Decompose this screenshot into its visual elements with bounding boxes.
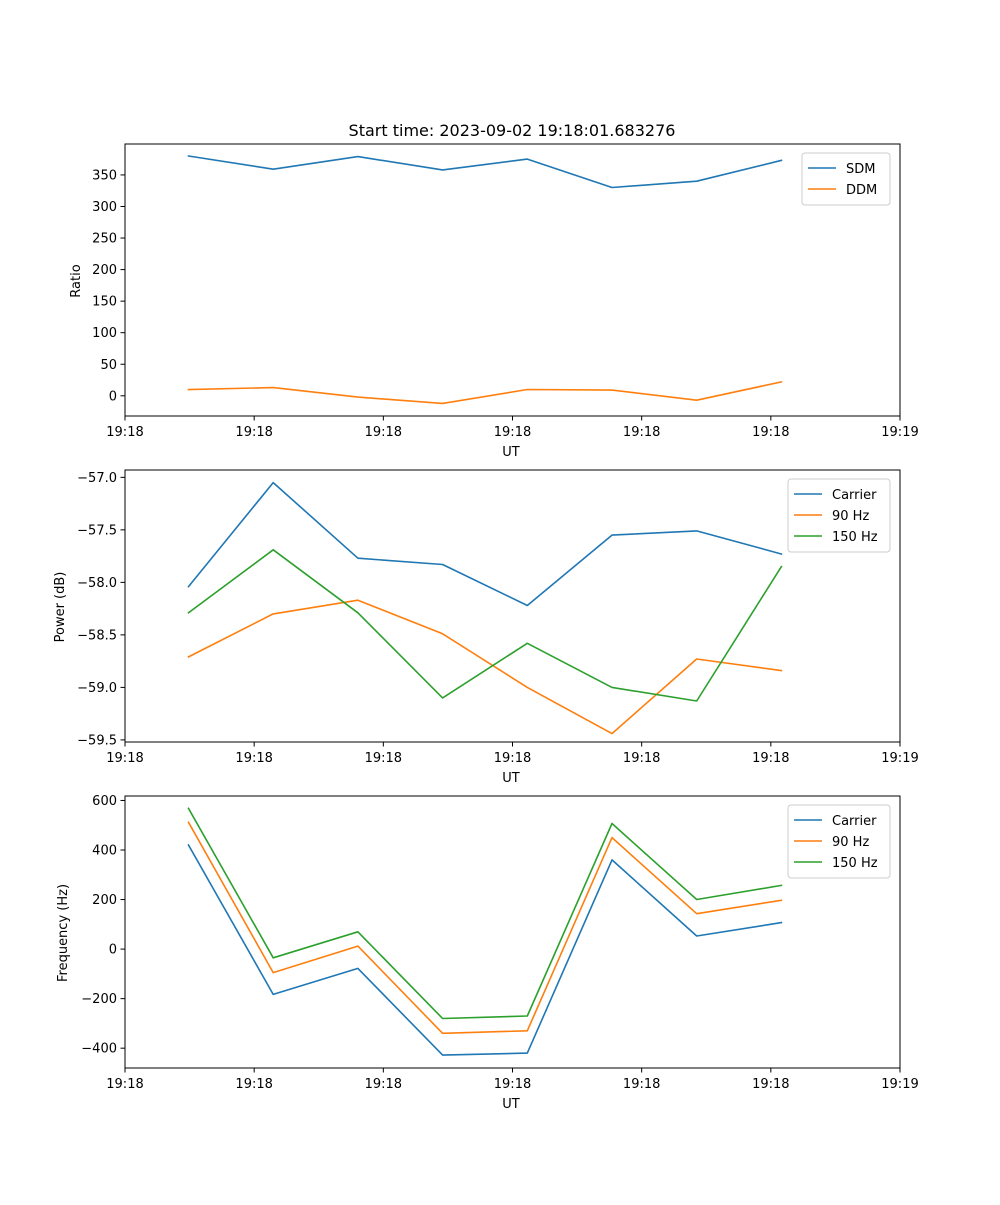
y-tick-label: −57.5 xyxy=(77,523,117,538)
x-tick-label: 19:18 xyxy=(106,751,143,766)
x-axis-label: UT xyxy=(502,771,520,786)
x-tick-label: 19:19 xyxy=(881,425,918,440)
y-tick-label: 100 xyxy=(92,326,117,341)
y-tick-label: 250 xyxy=(92,232,117,247)
legend: Carrier 90 Hz 150 Hz xyxy=(787,804,891,879)
x-tick-label: 19:18 xyxy=(623,751,660,766)
y-tick-label: −57.0 xyxy=(77,471,117,486)
x-tick-label: 19:18 xyxy=(235,751,272,766)
legend-label: Carrier xyxy=(832,814,877,829)
x-tick-label: 19:18 xyxy=(365,425,402,440)
series-line-sdm xyxy=(187,155,783,189)
legend-label: 150 Hz xyxy=(832,856,878,871)
series-line-90-hz xyxy=(187,821,783,1035)
x-tick-label: 19:18 xyxy=(494,425,531,440)
y-tick-label: 0 xyxy=(109,389,117,404)
x-tick-label: 19:18 xyxy=(752,425,789,440)
x-tick-label: 19:19 xyxy=(881,1077,918,1092)
series-line-150-hz xyxy=(187,807,783,1020)
y-axis-label: Ratio xyxy=(69,264,84,297)
x-tick-label: 19:18 xyxy=(752,751,789,766)
x-tick-label: 19:18 xyxy=(623,425,660,440)
x-tick-label: 19:18 xyxy=(106,425,143,440)
y-tick-label: 200 xyxy=(92,263,117,278)
y-tick-label: −200 xyxy=(81,992,117,1007)
y-tick-label: 350 xyxy=(92,168,117,183)
legend-label: 90 Hz xyxy=(832,835,869,850)
x-tick-label: 19:18 xyxy=(106,1077,143,1092)
x-tick-label: 19:18 xyxy=(494,751,531,766)
y-tick-label: 0 xyxy=(109,943,117,958)
y-tick-label: 50 xyxy=(100,358,117,373)
x-tick-label: 19:18 xyxy=(235,1077,272,1092)
series-line-90-hz xyxy=(187,599,783,735)
legend-label: 90 Hz xyxy=(832,509,869,524)
x-tick-label: 19:19 xyxy=(881,751,918,766)
y-tick-label: 300 xyxy=(92,200,117,215)
x-tick-label: 19:18 xyxy=(623,1077,660,1092)
power-panel: UT Power (dB) 19:18 19:18 19:18 19:18 19:18 1… xyxy=(53,469,919,786)
frequency-panel: UT Frequency (Hz) 19:18 19:18 19:18 19:18 19… xyxy=(56,794,919,1112)
x-axis-label: UT xyxy=(502,445,520,460)
y-axis-label: Frequency (Hz) xyxy=(56,884,71,982)
legend-label: 150 Hz xyxy=(832,530,878,545)
y-tick-label: −59.0 xyxy=(77,681,117,696)
y-tick-label: −400 xyxy=(81,1042,117,1057)
x-tick-label: 19:18 xyxy=(494,1077,531,1092)
series-line-carrier xyxy=(187,843,783,1056)
y-tick-label: −59.5 xyxy=(77,733,117,748)
y-axis-label: Power (dB) xyxy=(53,572,68,643)
x-tick-label: 19:18 xyxy=(365,751,402,766)
y-tick-label: 400 xyxy=(92,844,117,859)
legend: Carrier 90 Hz 150 Hz xyxy=(787,478,891,553)
chart-title: Start time: 2023-09-02 19:18:01.683276 xyxy=(349,121,676,140)
x-axis-label: UT xyxy=(502,1097,520,1112)
legend-label: Carrier xyxy=(832,488,877,503)
x-tick-label: 19:18 xyxy=(365,1077,402,1092)
x-tick-label: 19:18 xyxy=(752,1077,789,1092)
legend-label: DDM xyxy=(846,183,877,198)
y-tick-label: 200 xyxy=(92,893,117,908)
series-line-150-hz xyxy=(187,548,783,702)
ratio-panel: Start time: 2023-09-02 19:18:01.683276 U… xyxy=(69,121,919,460)
y-tick-label: −58.0 xyxy=(77,576,117,591)
legend: SDM DDM xyxy=(801,152,891,206)
y-tick-label: 150 xyxy=(92,295,117,310)
legend-box xyxy=(801,152,891,206)
series-line-carrier xyxy=(187,481,783,607)
x-tick-label: 19:18 xyxy=(235,425,272,440)
legend-box xyxy=(787,804,891,879)
y-tick-label: 600 xyxy=(92,794,117,809)
y-tick-label: −58.5 xyxy=(77,628,117,643)
legend-label: SDM xyxy=(846,162,875,177)
series-line-ddm xyxy=(187,380,783,405)
legend-box xyxy=(787,478,891,553)
